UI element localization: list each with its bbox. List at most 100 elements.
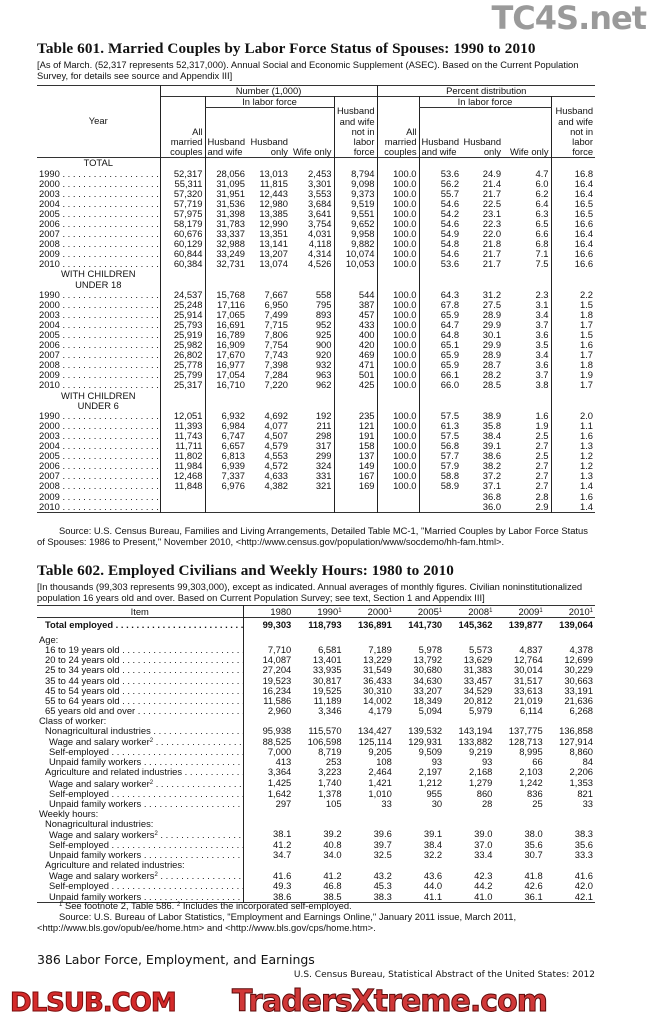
cell: 34,630 xyxy=(413,675,443,686)
cell: 4,382 xyxy=(264,481,288,492)
cell: 100.0 xyxy=(376,319,420,330)
cell: 7,189 xyxy=(368,645,392,656)
cell: 30,014 xyxy=(514,665,543,676)
cell: 38.2 xyxy=(482,461,502,472)
cell: 39.1 xyxy=(482,441,502,452)
cell: 16.6 xyxy=(550,218,596,230)
cell: 12,699 xyxy=(564,655,593,666)
row-year: 2000 xyxy=(37,421,160,431)
row-label: 35 to 44 years old xyxy=(37,676,243,686)
table-row: Unpaid family workers297 105 33 30 28 25 33 xyxy=(37,798,595,809)
header-pct-all-married: All married couples xyxy=(376,96,420,158)
table-row: 35 to 44 years old19,523 30,817 36,433 34,6… xyxy=(37,675,595,686)
cell: 5,573 xyxy=(468,645,493,656)
cell: 25,914 xyxy=(159,309,205,320)
cell: 795 xyxy=(315,299,332,310)
cell: 52,317 xyxy=(159,168,205,179)
cell: 127,914 xyxy=(559,736,593,747)
header-all-married: All married couples xyxy=(159,96,205,158)
cell: 21.7 xyxy=(482,249,502,260)
cell: 56.8 xyxy=(418,441,462,452)
cell: 55.7 xyxy=(418,188,462,199)
section-label: WITH CHILDREN UNDER 18 xyxy=(61,269,136,290)
cell: 100.0 xyxy=(376,229,420,240)
cell: 2,168 xyxy=(468,767,493,778)
cell: 16,691 xyxy=(204,319,247,330)
row-label: 55 to 64 years old xyxy=(37,696,243,706)
cell: 9,098 xyxy=(333,178,378,189)
cell: 37.2 xyxy=(482,471,502,482)
row-year: 2003 xyxy=(37,189,160,199)
cell: 38.4 xyxy=(482,430,502,441)
row-year: 2004 xyxy=(37,199,160,209)
cell: 38.3 xyxy=(574,828,593,840)
cell: 1.6 xyxy=(535,410,549,421)
cell: 3.4 xyxy=(535,309,549,320)
cell: 66 xyxy=(532,757,543,768)
cell: 13,401 xyxy=(312,655,342,666)
cell: 137,775 xyxy=(508,726,543,737)
cell: 900 xyxy=(315,340,332,351)
row-year: 2006 xyxy=(37,219,160,229)
table-row: Agriculture and related industries: xyxy=(37,860,595,871)
cell: 30,229 xyxy=(564,665,593,676)
cell xyxy=(394,860,444,870)
cell: 36.1 xyxy=(524,891,543,902)
cell: 25,799 xyxy=(159,370,205,381)
table-row: 2009 36.8 2.81.6 xyxy=(37,491,596,502)
cell: 1.3 xyxy=(550,441,596,452)
cell: 4.7 xyxy=(535,168,549,179)
cell: 31,951 xyxy=(204,188,247,199)
cell: 3.7 xyxy=(535,370,549,381)
cell: 3.6 xyxy=(535,360,549,371)
row-year: 2010 xyxy=(37,259,160,269)
cell: 457 xyxy=(333,309,378,320)
cell: 100.0 xyxy=(376,330,420,341)
cell: 3.8 xyxy=(535,380,549,391)
header-number: Number (1,000) xyxy=(159,85,378,97)
cell: 962 xyxy=(315,380,332,391)
cell: 61.3 xyxy=(418,420,462,431)
header-year: 19901 xyxy=(317,606,342,617)
cell: 67.8 xyxy=(418,299,462,310)
cell: 143,194 xyxy=(458,726,493,737)
row-label: Unpaid family workers xyxy=(37,850,243,860)
cell: 4,837 xyxy=(519,645,543,656)
cell: 38.3 xyxy=(373,891,392,902)
cell: 30.7 xyxy=(524,850,543,861)
cell: 25,919 xyxy=(159,330,205,341)
cell: 13,207 xyxy=(259,249,288,260)
cell: 4,031 xyxy=(308,229,332,240)
cell: 10,074 xyxy=(333,249,378,260)
cell: 413 xyxy=(242,757,294,768)
cell: 324 xyxy=(315,461,332,472)
cell: 100.0 xyxy=(376,430,420,442)
row-label: 65 years old and over xyxy=(37,706,243,716)
cell: 1.2 xyxy=(550,451,596,462)
header-item: Item xyxy=(130,605,149,617)
cell: 6,747 xyxy=(204,430,247,442)
cell: 13,013 xyxy=(259,168,288,179)
row-label: Self-employed xyxy=(37,789,243,799)
cell: 129,931 xyxy=(408,736,443,747)
cell: 471 xyxy=(333,360,378,371)
cell: 2.3 xyxy=(535,289,549,300)
cell: 893 xyxy=(315,309,332,320)
cell: 41.1 xyxy=(423,891,443,902)
cell: 28 xyxy=(481,798,493,809)
cell xyxy=(545,809,595,819)
row-label: Wage and salary workers2 xyxy=(37,829,243,840)
cell: 40.8 xyxy=(323,840,342,851)
cell: 21.4 xyxy=(482,178,502,189)
cell: 4,507 xyxy=(264,430,288,441)
cell: 41.8 xyxy=(524,870,543,881)
cell: 1,421 xyxy=(368,777,392,788)
cell: 1.4 xyxy=(550,501,596,513)
table-602-source: Source: U.S. Bureau of Labor Statistics,… xyxy=(37,911,517,933)
